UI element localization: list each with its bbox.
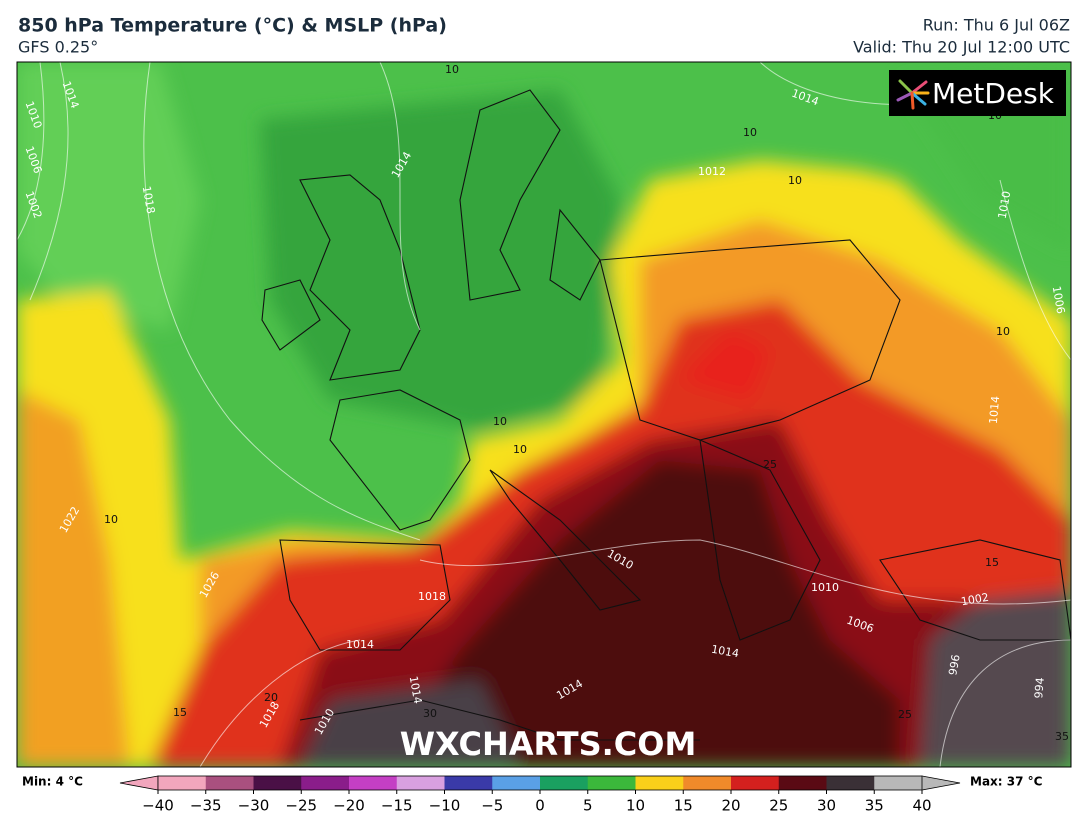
run-time: Run: Thu 6 Jul 06Z [923, 16, 1070, 35]
colorbar-tick-label: 20 [721, 797, 740, 815]
colorbar-segment [731, 776, 780, 790]
colorbar-tick-label: −5 [481, 797, 503, 815]
colorbar-segment [396, 776, 445, 790]
colorbar-segment [874, 776, 923, 790]
colorbar-tick-label: −25 [285, 797, 317, 815]
isotherm-label: 25 [898, 708, 912, 721]
colorbar-segment [826, 776, 875, 790]
title: 850 hPa Temperature (°C) & MSLP (hPa) [18, 15, 447, 37]
colorbar-segment [349, 776, 398, 790]
colorbar-tick-label: −30 [238, 797, 270, 815]
isobar-label: 994 [1032, 677, 1047, 699]
colorbar-end-low [119, 775, 159, 791]
isotherm-label: 10 [493, 415, 507, 428]
isotherm-label: 10 [513, 443, 527, 456]
colorbar-tick-label: 5 [583, 797, 593, 815]
colorbar-segment [205, 776, 254, 790]
colorbar-segment [540, 776, 589, 790]
isotherm-label: 15 [173, 706, 187, 719]
isobar-label: 1014 [987, 395, 1002, 424]
colorbar-tick-label: −35 [190, 797, 222, 815]
colorbar-tick-label: 0 [535, 797, 545, 815]
isotherm-label: 30 [423, 707, 437, 720]
colorbar-segment [683, 776, 732, 790]
isotherm-label: 10 [996, 325, 1010, 338]
colorbar-tick-label: 25 [769, 797, 788, 815]
valid-time: Valid: Thu 20 Jul 12:00 UTC [853, 38, 1070, 57]
logo: MetDesk [889, 70, 1066, 116]
min-label: Min: 4 °C [22, 775, 83, 789]
isotherm-label: 15 [985, 556, 999, 569]
colorbar-tick-label: −40 [142, 797, 174, 815]
isobar-label: 1012 [698, 165, 726, 178]
subtitle: GFS 0.25° [18, 38, 98, 57]
isobar-label: 1010 [811, 581, 839, 594]
isotherm-label: 10 [445, 63, 459, 76]
isotherm-label: 10 [104, 513, 118, 526]
colorbar: Min: 4 °C Max: 37 °C −40 −35 −30 −25 −20 −15−… [22, 775, 1043, 815]
colorbar-tick-label: −15 [381, 797, 413, 815]
colorbar-tick-label: 35 [865, 797, 884, 815]
logo-text: MetDesk [932, 77, 1055, 110]
isobars [17, 62, 1071, 767]
colorbar-segment [492, 776, 541, 790]
colorbar-segment [158, 776, 207, 790]
colorbar-tick-label: −10 [429, 797, 461, 815]
colorbar-tick-label: 30 [817, 797, 836, 815]
colorbar-segment [778, 776, 827, 790]
isobar-label: 1018 [418, 590, 446, 603]
colorbar-segment [635, 776, 684, 790]
isotherm-label: 10 [743, 126, 757, 139]
isobar-label: 1014 [346, 638, 374, 651]
isobar-label: 1018 [140, 185, 158, 215]
colorbar-segment [253, 776, 302, 790]
colorbar-tick-label: 10 [626, 797, 645, 815]
isobar-label: 1010 [996, 190, 1014, 220]
isobar-label: 1014 [710, 643, 740, 661]
colorbar-tick-label: 40 [912, 797, 931, 815]
isobar-label: 1002 [960, 591, 990, 609]
isotherm-label: 10 [788, 174, 802, 187]
isotherm-label: 25 [763, 458, 777, 471]
map-frame [16, 61, 1072, 768]
colorbar-segment [444, 776, 493, 790]
watermark: WXCHARTS.COM [400, 725, 697, 763]
colorbar-end-high [921, 775, 961, 791]
isobar-label: 1006 [1050, 285, 1068, 315]
isobar-label: 1014 [407, 675, 425, 705]
isotherm-label: 35 [1055, 730, 1069, 743]
isotherm-label: 20 [264, 691, 278, 704]
colorbar-tick-label: 15 [674, 797, 693, 815]
isobar-label: 996 [946, 653, 962, 676]
colorbar-segment [587, 776, 636, 790]
colorbar-tick-label: −20 [333, 797, 365, 815]
coastlines [261, 89, 1071, 741]
colorbar-segment [301, 776, 350, 790]
max-label: Max: 37 °C [970, 775, 1043, 789]
